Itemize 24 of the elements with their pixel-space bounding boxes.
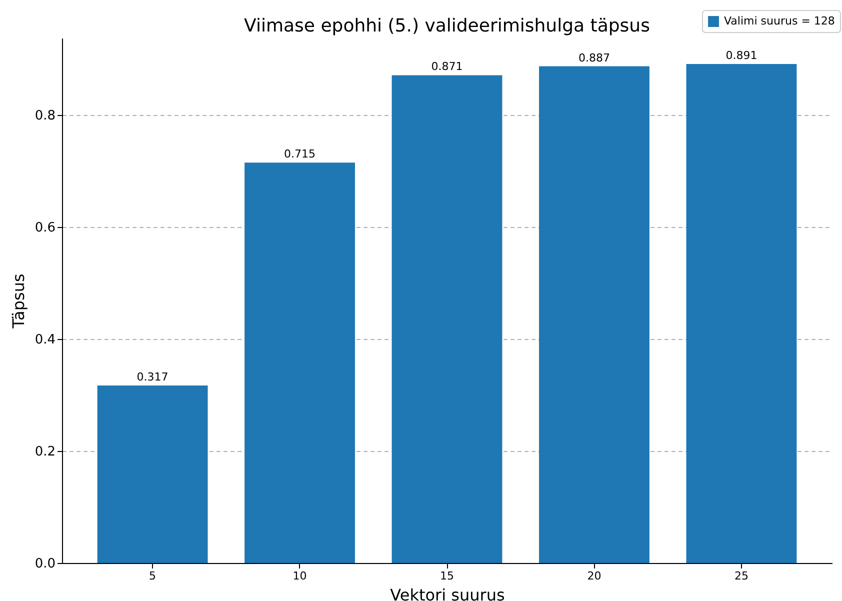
bar: [244, 162, 355, 563]
chart-title: Viimase epohhi (5.) valideerimishulga täpsus: [244, 16, 650, 36]
x-tick-label: 15: [440, 570, 454, 582]
bar: [97, 385, 208, 563]
bar: [539, 66, 650, 563]
data-label: 0.871: [431, 60, 463, 74]
bar: [686, 64, 797, 563]
data-label: 0.887: [578, 51, 610, 64]
data-label: 0.715: [284, 148, 316, 161]
bar: [392, 75, 502, 563]
x-tick-label: 25: [734, 570, 748, 582]
y-tick-label: 0.8: [34, 108, 56, 124]
y-axis-title: Täpsus: [8, 274, 28, 330]
y-tick-label: 0.0: [34, 556, 56, 572]
data-label: 0.317: [136, 370, 168, 384]
x-tick-label: 5: [149, 570, 156, 582]
y-tick-label: 0.4: [34, 332, 56, 348]
legend-label: Valimi suurus = 128: [724, 14, 835, 28]
x-tick-label: 20: [587, 570, 602, 582]
y-tick-label: 0.6: [34, 220, 56, 236]
data-label: 0.891: [726, 49, 758, 62]
x-axis-title: Vektori suurus: [390, 586, 505, 601]
y-tick-label: 0.2: [34, 444, 56, 460]
x-tick-label: 10: [292, 570, 307, 582]
